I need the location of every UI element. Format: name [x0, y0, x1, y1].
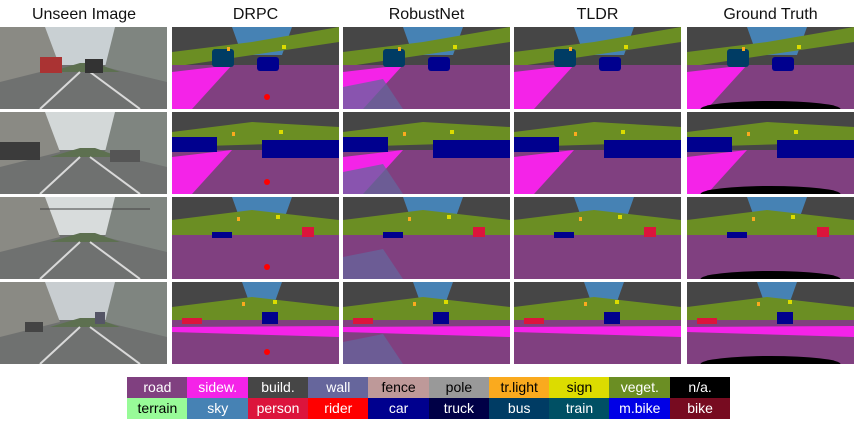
- header-robustnet: RobustNet: [388, 6, 465, 23]
- legend-item-terrain: terrain: [127, 398, 188, 419]
- legend-item-pole: pole: [428, 377, 490, 398]
- drpc-row-2: [172, 112, 339, 194]
- unseen-image-row-1: [0, 27, 167, 109]
- unseen-image-row-3: [0, 197, 167, 279]
- legend-item-build: build.: [247, 377, 309, 398]
- legend-item-mbike: m.bike: [609, 398, 671, 419]
- header-unseen-image: Unseen Image: [31, 6, 137, 23]
- legend-item-sidew: sidew.: [187, 377, 249, 398]
- drpc-row-4: [172, 282, 339, 364]
- legend-item-bike: bike: [669, 398, 731, 419]
- tldr-row-1: [514, 27, 681, 109]
- legend-item-sign: sign: [549, 377, 610, 398]
- legend-item-na: n/a.: [669, 377, 731, 398]
- tldr-row-3: [514, 197, 681, 279]
- class-legend: road sidew. build. wall fence pole tr.light sig…: [127, 377, 731, 419]
- unseen-image-row-2: [0, 112, 167, 194]
- header-drpc: DRPC: [232, 6, 279, 23]
- header-ground-truth: Ground Truth: [723, 6, 818, 23]
- legend-item-sky: sky: [187, 398, 249, 419]
- legend-item-veget: veget.: [609, 377, 671, 398]
- legend-item-train: train: [549, 398, 610, 419]
- robustnet-row-3: [343, 197, 510, 279]
- robustnet-row-2: [343, 112, 510, 194]
- legend-item-bus: bus: [488, 398, 550, 419]
- legend-item-car: car: [368, 398, 429, 419]
- legend-item-road: road: [127, 377, 188, 398]
- robustnet-row-4: [343, 282, 510, 364]
- legend-item-trlight: tr.light: [488, 377, 550, 398]
- header-tldr: TLDR: [576, 6, 619, 23]
- drpc-row-1: [172, 27, 339, 109]
- tldr-row-2: [514, 112, 681, 194]
- ground-truth-row-3: [687, 197, 854, 279]
- unseen-image-row-4: [0, 282, 167, 364]
- legend-item-rider: rider: [307, 398, 369, 419]
- drpc-row-3: [172, 197, 339, 279]
- legend-item-wall: wall: [307, 377, 369, 398]
- legend-item-truck: truck: [428, 398, 490, 419]
- ground-truth-row-1: [687, 27, 854, 109]
- tldr-row-4: [514, 282, 681, 364]
- ground-truth-row-4: [687, 282, 854, 364]
- legend-item-fence: fence: [368, 377, 429, 398]
- legend-item-person: person: [247, 398, 309, 419]
- ground-truth-row-2: [687, 112, 854, 194]
- robustnet-row-1: [343, 27, 510, 109]
